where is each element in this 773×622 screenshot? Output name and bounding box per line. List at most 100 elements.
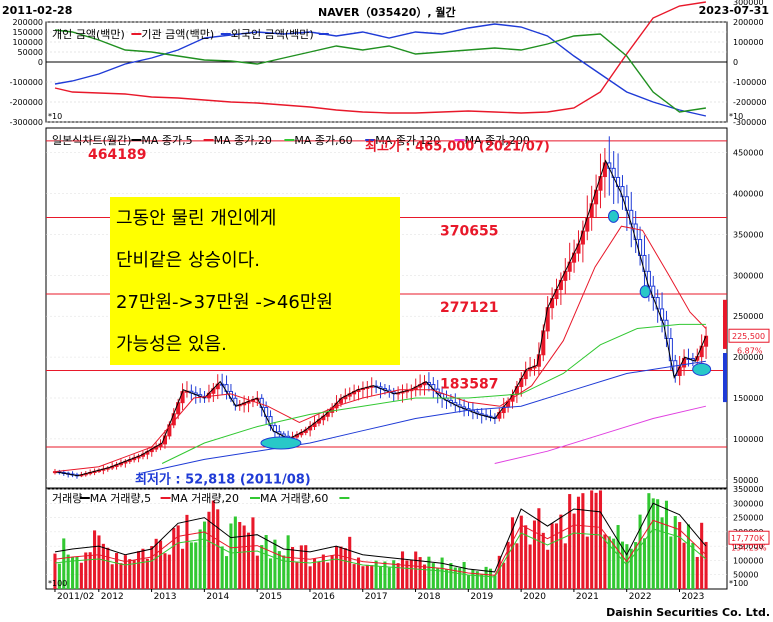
volume-bar — [418, 557, 422, 589]
flow-line-2 — [54, 29, 707, 113]
volume-legend-label: MA 거래량,20 — [171, 492, 239, 505]
current-volume-tag — [728, 530, 770, 545]
volume-y-tick-label: 150000 — [733, 542, 764, 551]
volume-bar — [326, 562, 330, 589]
volume-bar — [137, 551, 141, 589]
ma20-line — [54, 225, 707, 473]
volume-bar — [330, 555, 334, 589]
volume-bar — [378, 566, 383, 589]
volume-bar — [515, 543, 519, 589]
volume-legend-label: 거래량 — [52, 492, 82, 505]
x-tick-label: 2016 — [312, 592, 335, 602]
x-tick-label: 2014 — [206, 592, 229, 602]
volume-bar — [97, 535, 101, 589]
price-y-tick-label: 300000 — [733, 271, 764, 280]
volume-bar — [101, 543, 105, 589]
volume-bar — [123, 555, 127, 589]
flow-scale-tag-right: *10 — [729, 112, 743, 121]
volume-bar — [686, 524, 691, 589]
volume-bar — [255, 555, 259, 589]
volume-bar — [194, 542, 198, 589]
volume-bar — [458, 567, 462, 589]
volume-bar — [405, 560, 409, 589]
volume-bar — [563, 543, 567, 589]
flow-scale-tag: *10 — [48, 112, 62, 121]
volume-bar — [268, 558, 273, 589]
volume-bar — [150, 546, 154, 589]
volume-bar — [370, 565, 374, 589]
volume-bar — [528, 544, 532, 589]
x-tick-label: 2020 — [523, 592, 546, 602]
annotation-line: 가능성은 있음. — [116, 334, 227, 355]
volume-bar — [321, 554, 325, 589]
volume-bar — [576, 496, 581, 589]
volume-ma60-line — [54, 528, 707, 578]
x-tick-label: 2018 — [418, 592, 441, 602]
volume-bar — [607, 536, 611, 589]
volume-bar — [387, 567, 391, 589]
volume-legend-label: MA 거래량,5 — [90, 492, 151, 505]
volume-bar — [488, 568, 493, 589]
volume-bar — [559, 514, 563, 589]
volume-bar — [203, 521, 207, 589]
right-marker-up — [723, 299, 727, 349]
volume-bar — [493, 575, 497, 589]
volume-bar — [471, 569, 475, 589]
flow-y-tick-label: 0 — [38, 58, 43, 67]
price-y-tick-label: 250000 — [733, 312, 764, 321]
volume-bar — [312, 558, 317, 589]
volume-bar — [216, 509, 220, 589]
volume-bar — [75, 556, 79, 589]
end-date: 2023-07-31 — [698, 4, 769, 17]
volume-bar — [475, 571, 479, 589]
volume-bar — [638, 514, 642, 589]
volume-bar — [431, 563, 435, 589]
min-price-label: 최저가 : 52,818 (2011/08) — [135, 473, 311, 488]
flow-y2-tick-label: 300000 — [733, 0, 764, 7]
volume-bar — [409, 559, 413, 589]
flow-y2-tick-label: 200000 — [733, 18, 764, 27]
volume-bar — [594, 492, 598, 589]
volume-bar — [568, 494, 572, 589]
volume-ma20-line — [54, 519, 707, 576]
volume-bar — [361, 566, 365, 589]
volume-bar — [519, 515, 523, 589]
price-y-tick-label: 100000 — [733, 435, 764, 444]
volume-bar — [506, 541, 510, 589]
price-y-tick-label: 50000 — [733, 476, 758, 485]
flow-y-tick-label: 150000 — [12, 28, 43, 37]
volume-bar — [238, 521, 242, 589]
volume-bar — [392, 560, 396, 589]
volume-bar — [343, 548, 347, 589]
volume-bar — [436, 568, 440, 589]
price-y-tick-label: 350000 — [733, 230, 764, 239]
volume-bar — [365, 564, 369, 589]
volume-bar — [396, 563, 400, 589]
volume-bar — [414, 551, 418, 589]
flow-y2-tick-label: -300000 — [733, 118, 766, 127]
volume-bar — [383, 561, 387, 589]
max-price-label: 최고가 : 465,000 (2021/07) — [365, 139, 550, 154]
volume-bar — [704, 541, 708, 589]
flow-y-tick-label: 200000 — [12, 18, 43, 27]
flow-y2-tick-label: 100000 — [733, 38, 764, 47]
volume-bar — [132, 560, 136, 589]
level-value-label: 277121 — [440, 300, 498, 316]
volume-bar — [541, 532, 545, 589]
volume-bar — [656, 499, 660, 589]
volume-bar — [603, 534, 607, 589]
volume-bar — [198, 529, 202, 589]
volume-bar — [128, 559, 132, 589]
volume-scale-tag: *100 — [48, 579, 67, 588]
volume-bar — [466, 575, 471, 589]
volume-bar — [181, 548, 185, 589]
volume-bar — [115, 553, 119, 589]
volume-bar — [247, 532, 251, 589]
footer-brand: Daishin Securities Co. Ltd. — [606, 606, 770, 619]
price-y-tick-label: 400000 — [733, 189, 764, 198]
annotation-line: 그동안 물린 개인에게 — [116, 208, 276, 229]
chart-header: 2011-02-28 NAVER（035420）, 월간 2023-07-31 — [0, 0, 773, 22]
volume-bar — [449, 563, 453, 589]
volume-bar — [352, 564, 356, 589]
